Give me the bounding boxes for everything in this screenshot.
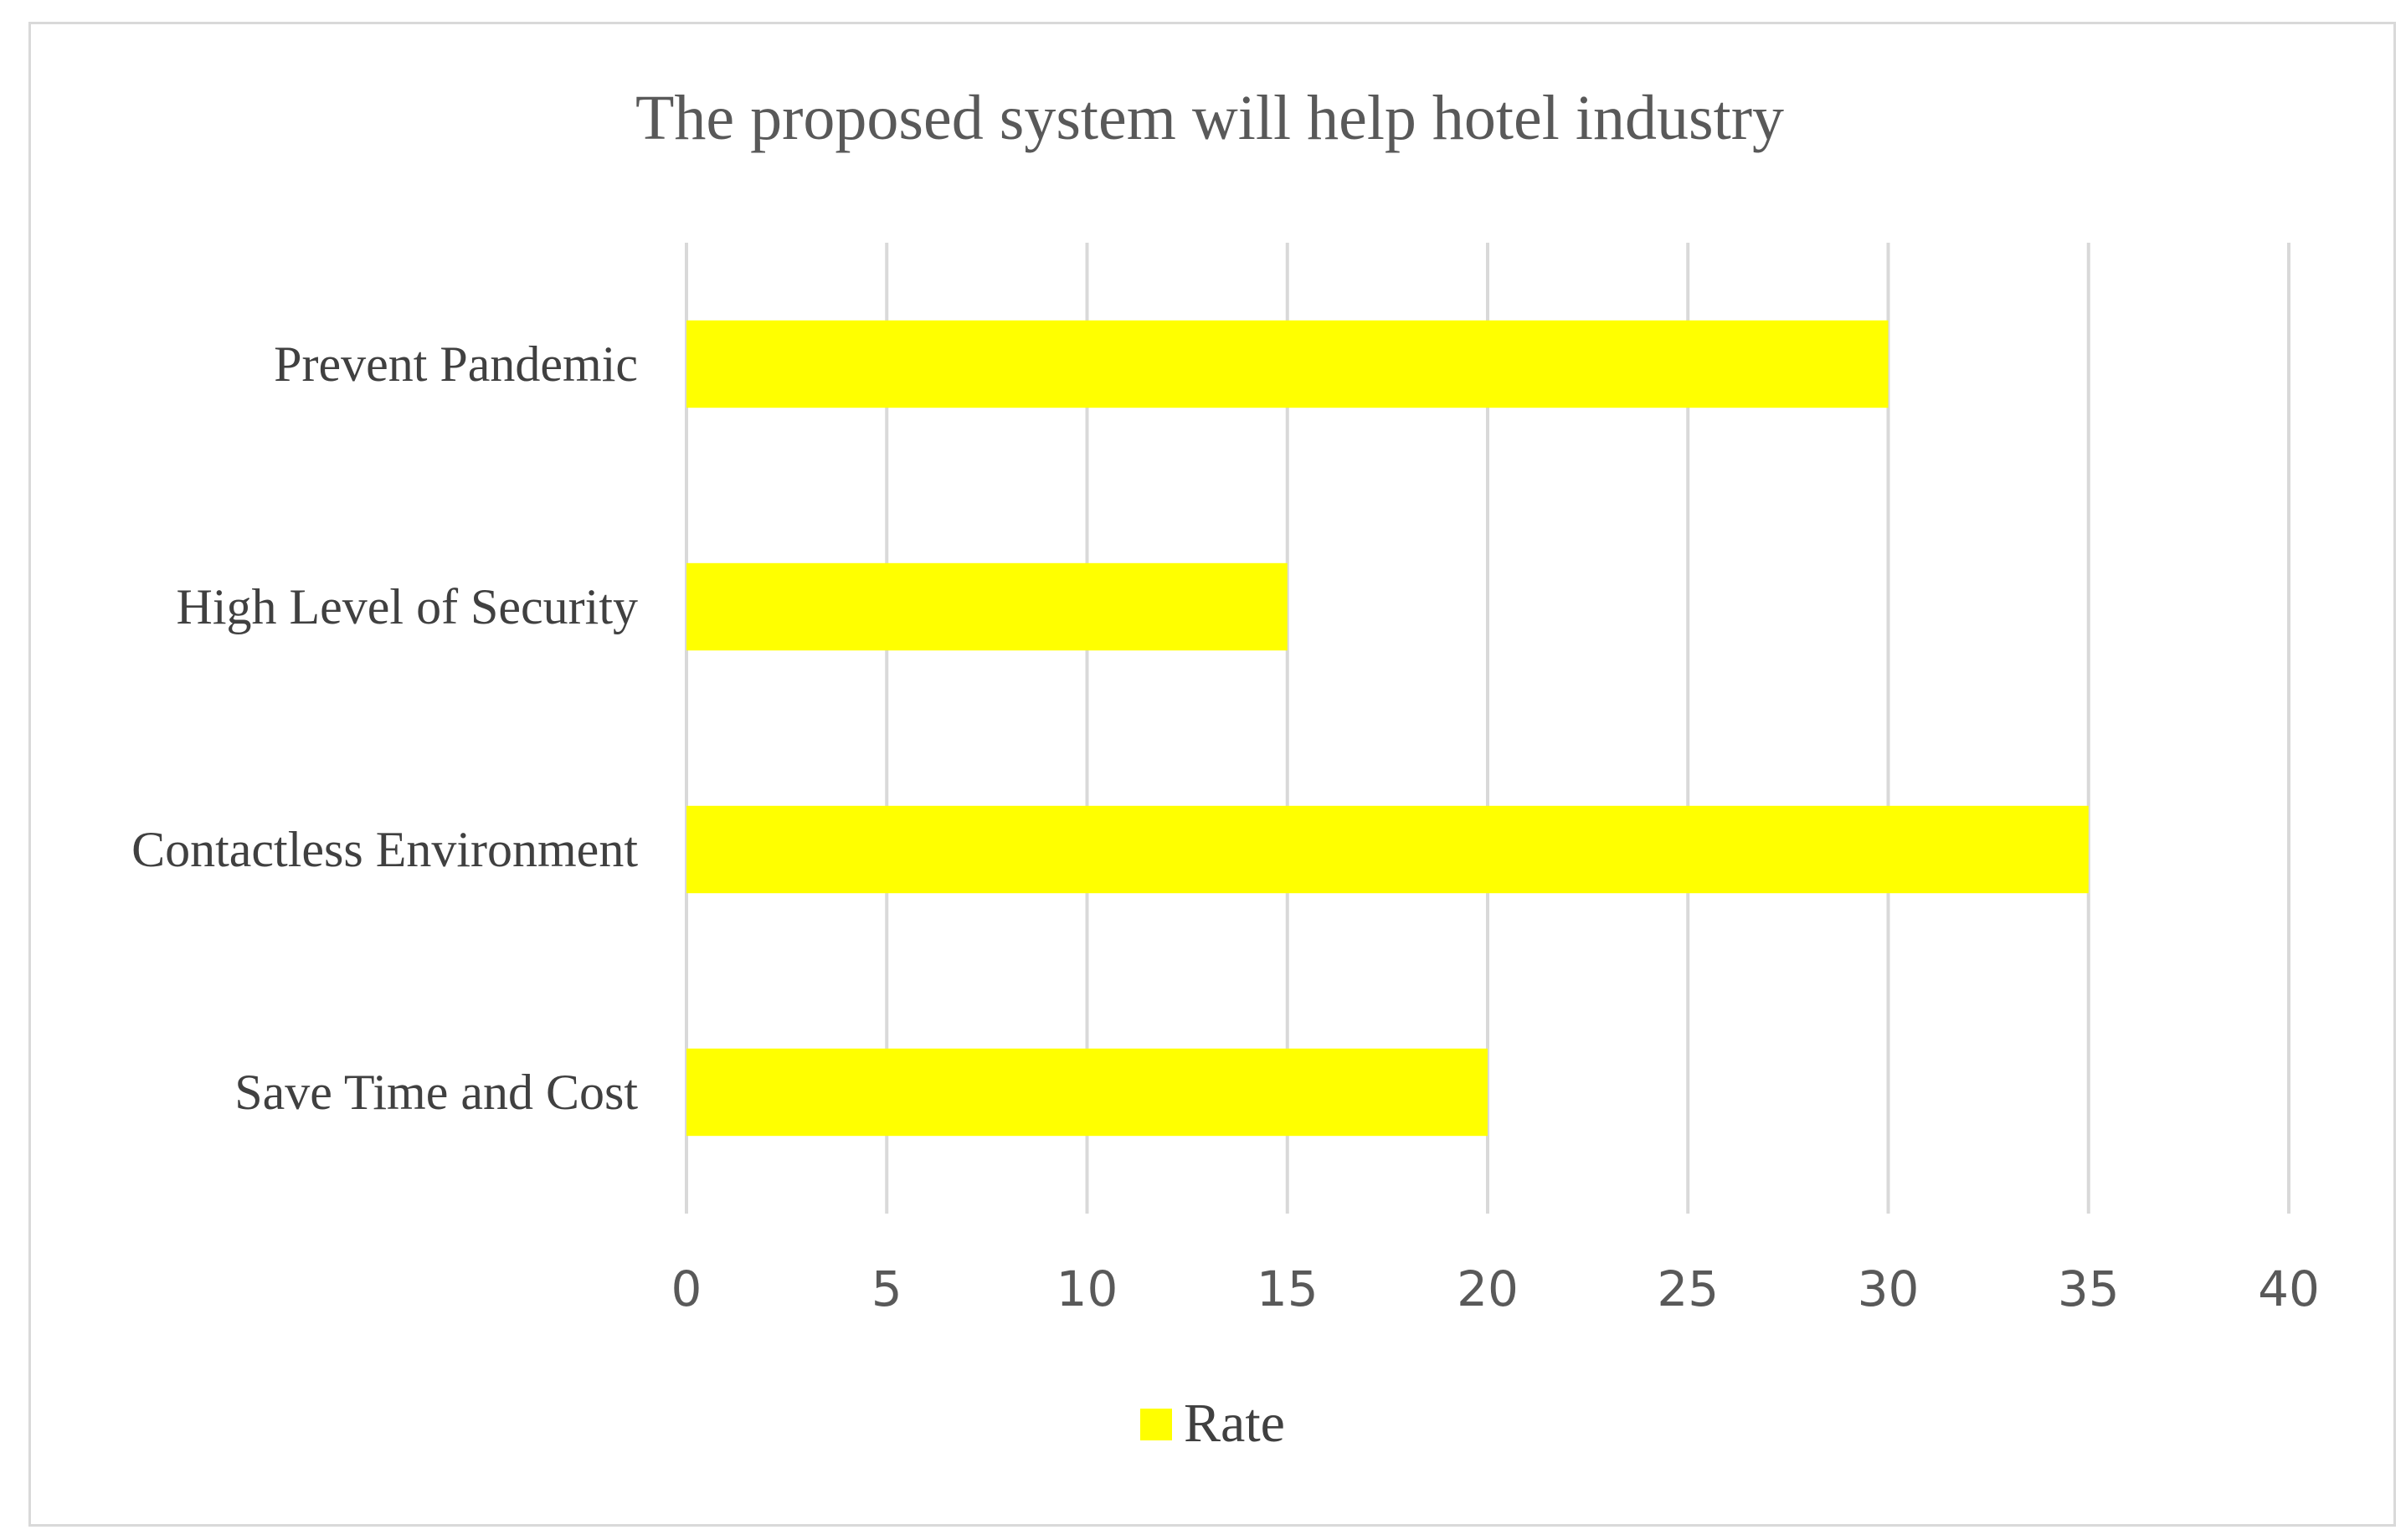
x-tick-label-0: 0 (671, 1260, 702, 1317)
x-tick-label-30: 30 (1858, 1260, 1920, 1317)
legend-swatch (1140, 1409, 1172, 1440)
category-label-high-level-of-security: High Level of Security (176, 579, 638, 634)
chart-title: The proposed system will help hotel indu… (635, 83, 1784, 153)
x-axis-ticks: 0 5 10 15 20 25 30 35 40 (671, 1260, 2320, 1317)
x-tick-label-15: 15 (1257, 1260, 1319, 1317)
x-tick-label-5: 5 (871, 1260, 902, 1317)
x-tick-label-40: 40 (2258, 1260, 2320, 1317)
legend: Rate (1140, 1393, 1285, 1454)
x-tick-label-10: 10 (1056, 1260, 1118, 1317)
category-label-contactless-environment: Contactless Environment (131, 822, 638, 877)
category-label-save-time-and-cost: Save Time and Cost (234, 1065, 638, 1120)
bar-save-time-and-cost (686, 1048, 1488, 1137)
x-tick-label-25: 25 (1657, 1260, 1719, 1317)
category-labels: Prevent Pandemic High Level of Security Co… (131, 336, 638, 1120)
x-tick-label-20: 20 (1457, 1260, 1519, 1317)
chart-frame (28, 22, 2396, 1527)
x-tick-label-35: 35 (2058, 1260, 2120, 1317)
bars (686, 320, 2089, 1137)
legend-label-rate: Rate (1184, 1393, 1285, 1454)
bar-prevent-pandemic (686, 320, 1889, 408)
category-label-prevent-pandemic: Prevent Pandemic (274, 336, 638, 392)
bar-contactless-environment (686, 805, 2089, 894)
bar-high-level-of-security (686, 562, 1288, 651)
